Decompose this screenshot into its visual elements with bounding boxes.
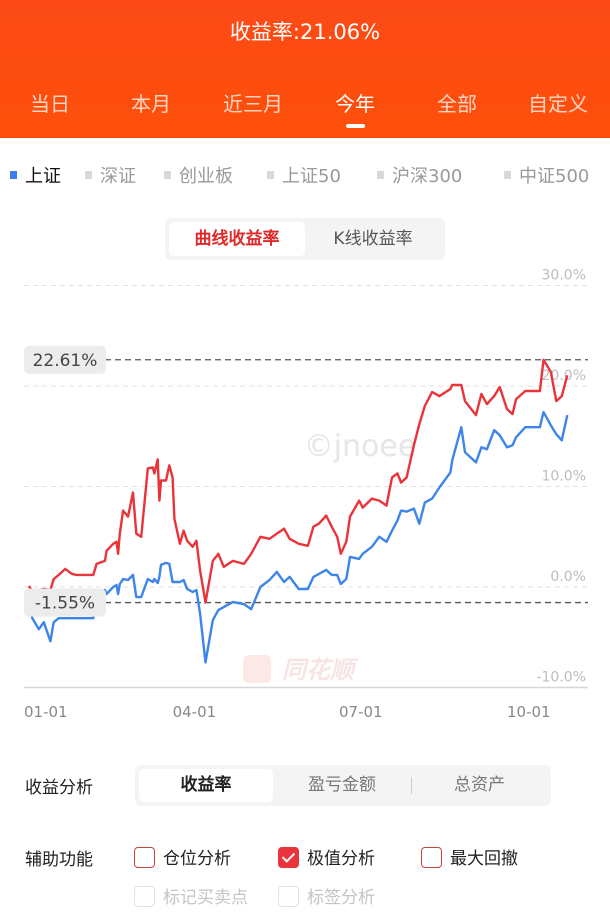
tab-this-month[interactable]: 本月 <box>131 92 171 116</box>
y-tick-label: 10.0% <box>542 469 586 485</box>
divider <box>411 777 412 794</box>
analysis-label: 收益分析 <box>25 778 93 798</box>
checkbox-label: 极值分析 <box>307 849 375 869</box>
ths-logo-watermark: 同花顺 <box>243 655 359 684</box>
legend-label: 深证 <box>100 166 136 187</box>
legend-csi300[interactable]: 沪深300 <box>377 162 462 188</box>
checkbox-label: 最大回撤 <box>450 849 518 869</box>
checkbox-label: 标记买卖点 <box>163 888 248 908</box>
header: 收益率:21.06% 当日 本月 近三月 今年 全部 自定义 <box>0 0 610 138</box>
x-tick-label: 10-01 <box>507 703 551 720</box>
legend-label: 创业板 <box>179 166 233 187</box>
legend-square-icon <box>377 171 384 179</box>
legend-chinext[interactable]: 创业板 <box>164 162 233 188</box>
mark-trades-checkbox[interactable]: 标记买卖点 <box>134 883 248 908</box>
watermark-text: ©jnoee <box>304 429 417 464</box>
x-tick-label: 01-01 <box>24 703 68 720</box>
legend-shanghai[interactable]: 上证 <box>10 162 61 188</box>
x-tick-label: 07-01 <box>339 703 383 720</box>
tab-three-months[interactable]: 近三月 <box>223 92 283 116</box>
return-chart[interactable]: 30.0% 20.0% 10.0% 0.0% -10.0% 01-01 04-01 07-01… <box>0 260 610 720</box>
checkbox-icon <box>134 886 155 907</box>
min-label: -1.55% <box>35 594 95 614</box>
aux-label: 辅助功能 <box>25 850 93 870</box>
chart-mode-toggle: 曲线收益率 K线收益率 <box>165 218 445 260</box>
max-label-badge <box>24 345 106 374</box>
return-rate-title: 收益率:21.06% <box>229 20 381 44</box>
max-drawdown-checkbox[interactable]: 最大回撤 <box>421 844 518 869</box>
checkbox-icon <box>134 847 155 868</box>
profit-loss-option[interactable]: 盈亏金额 <box>308 775 376 795</box>
tab-today[interactable]: 当日 <box>30 92 70 116</box>
legend-label: 上证 <box>25 166 61 187</box>
curve-return-button[interactable]: 曲线收益率 <box>169 222 305 256</box>
checkbox-icon <box>421 847 442 868</box>
legend-square-icon <box>267 171 274 179</box>
legend-csi500[interactable]: 中证500 <box>504 162 589 188</box>
tab-this-year[interactable]: 今年 <box>335 92 375 116</box>
checkmark-icon <box>278 847 299 868</box>
logo-text: 同花顺 <box>282 656 359 684</box>
position-analysis-checkbox[interactable]: 仓位分析 <box>134 844 231 869</box>
legend-sse50[interactable]: 上证50 <box>267 162 341 188</box>
x-tick-label: 04-01 <box>173 703 217 720</box>
legend-square-icon <box>164 171 171 179</box>
active-tab-indicator <box>346 124 365 128</box>
tab-custom[interactable]: 自定义 <box>528 92 588 116</box>
y-tick-label: 0.0% <box>550 569 586 585</box>
analysis-segmented-control: 收益率 盈亏金额 总资产 <box>135 765 551 806</box>
y-tick-label: 30.0% <box>542 268 586 284</box>
max-label: 22.61% <box>33 351 98 371</box>
kline-return-button[interactable]: K线收益率 <box>333 229 413 249</box>
checkbox-label: 仓位分析 <box>163 849 231 869</box>
legend-shenzhen[interactable]: 深证 <box>85 162 136 188</box>
checkbox-label: 标签分析 <box>307 888 375 908</box>
period-tabs: 当日 本月 近三月 今年 全部 自定义 <box>0 88 610 128</box>
min-label-badge <box>24 588 106 617</box>
extreme-analysis-checkbox[interactable]: 极值分析 <box>278 844 375 869</box>
tab-all[interactable]: 全部 <box>437 92 477 116</box>
total-assets-option[interactable]: 总资产 <box>454 775 505 795</box>
y-tick-label: 20.0% <box>542 368 586 384</box>
legend-label: 沪深300 <box>392 166 463 187</box>
legend-label: 中证500 <box>519 166 590 187</box>
legend-label: 上证50 <box>282 166 341 187</box>
legend-square-icon <box>85 171 92 179</box>
return-rate-option[interactable]: 收益率 <box>139 769 273 802</box>
shanghai-index-line <box>27 410 569 664</box>
index-legend: 上证 深证 创业板 上证50 沪深300 中证500 <box>0 162 610 188</box>
legend-square-icon <box>504 171 511 179</box>
legend-square-icon <box>10 171 17 179</box>
checkbox-icon <box>278 886 299 907</box>
portfolio-return-line <box>27 358 569 604</box>
y-tick-label: -10.0% <box>536 670 586 686</box>
tag-analysis-checkbox[interactable]: 标签分析 <box>278 883 375 908</box>
